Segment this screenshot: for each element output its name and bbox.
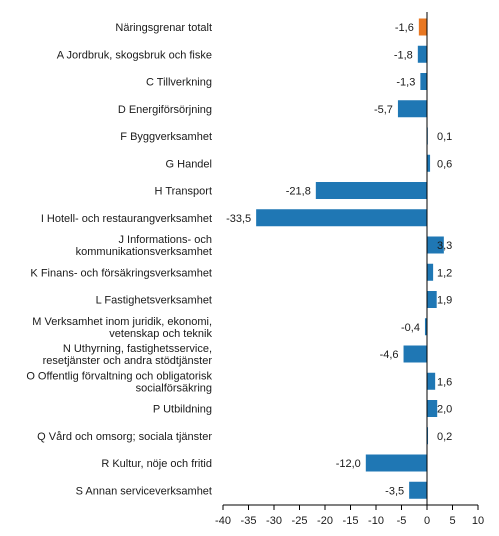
bars-group [256, 18, 444, 499]
value-label-6: -21,8 [286, 186, 311, 198]
category-label-line: Näringsgrenar totalt [115, 22, 212, 34]
category-label-line: kommunikationsverksamhet [76, 246, 212, 258]
category-label-9: K Finans- och försäkringsverksamhet [30, 267, 212, 279]
category-label-3: D Energiförsörjning [118, 104, 212, 116]
value-label-15: 0,2 [437, 431, 452, 443]
x-tick-label-6: -10 [368, 515, 384, 527]
category-label-line: S Annan serviceverksamhet [76, 485, 212, 497]
value-label-0: -1,6 [395, 22, 414, 34]
bar-0 [418, 18, 427, 36]
category-label-line: vetenskap och teknik [109, 328, 212, 340]
x-tick-label-8: 0 [424, 515, 430, 527]
category-labels: Näringsgrenar totalt A Jordbruk, skogsbru… [26, 22, 212, 497]
value-label-10: 1,9 [437, 295, 452, 307]
category-label-line: D Energiförsörjning [118, 104, 212, 116]
category-label-14: P Utbildning [153, 404, 212, 416]
category-label-line: G Handel [166, 158, 212, 170]
category-label-line: socialförsäkring [136, 382, 212, 394]
x-tick-label-7: -5 [397, 515, 407, 527]
bar-13 [427, 372, 436, 390]
value-label-11: -0,4 [401, 322, 420, 334]
bar-5 [427, 154, 431, 172]
bar-15 [427, 427, 429, 445]
category-label-7: I Hotell- och restaurangverksamhet [41, 213, 212, 225]
x-tick-label-5: -15 [343, 515, 359, 527]
bar-12 [403, 345, 427, 363]
bar-14 [427, 400, 438, 417]
value-label-5: 0,6 [437, 158, 452, 170]
x-tick-label-2: -30 [266, 515, 282, 527]
value-labels: -1,6 -1,8 -1,3 -5,7 0,1 0,6 -21,8 -33,5 3,3 1,2 1,… [226, 22, 452, 497]
category-label-line: K Finans- och försäkringsverksamhet [30, 267, 212, 279]
category-label-line: O Offentlig förvaltning och obligatorisk [26, 370, 212, 382]
value-label-12: -4,6 [380, 349, 399, 361]
category-label-line: F Byggverksamhet [120, 131, 212, 143]
x-axis-ticks: -40 -35 -30 -25 -20 -15 -10 -5 0 5 10 [215, 505, 484, 527]
value-label-4: 0,1 [437, 131, 452, 143]
category-label-line: P Utbildning [153, 404, 212, 416]
category-label-line: resetjänster och andra stödtjänster [43, 355, 213, 367]
category-label-line: J Informations- och [118, 234, 212, 246]
category-label-4: F Byggverksamhet [120, 131, 212, 143]
value-label-2: -1,3 [396, 77, 415, 89]
category-label-0: Näringsgrenar totalt [115, 22, 212, 34]
category-label-line: I Hotell- och restaurangverksamhet [41, 213, 212, 225]
value-label-8: 3,3 [437, 240, 452, 252]
value-label-17: -3,5 [385, 485, 404, 497]
category-label-12: N Uthyrning, fastighetsservice, resetjäns… [43, 343, 213, 367]
x-tick-label-10: 10 [472, 515, 484, 527]
category-label-1: A Jordbruk, skogsbruk och fiske [57, 49, 212, 61]
category-label-16: R Kultur, nöje och fritid [101, 458, 212, 470]
x-tick-label-4: -20 [317, 515, 333, 527]
category-label-line: Q Vård och omsorg; sociala tjänster [37, 431, 212, 443]
category-label-line: N Uthyrning, fastighetsservice, [63, 343, 212, 355]
value-label-7: -33,5 [226, 213, 251, 225]
category-label-13: O Offentlig förvaltning och obligatorisk… [26, 370, 212, 394]
category-label-8: J Informations- och kommunikationsverksam… [76, 234, 212, 258]
bar-7 [256, 209, 427, 227]
x-tick-label-0: -40 [215, 515, 231, 527]
bar-17 [409, 481, 427, 499]
category-label-line: C Tillverkning [146, 77, 212, 89]
bar-2 [420, 73, 427, 90]
category-label-5: G Handel [166, 158, 212, 170]
category-label-line: M Verksamhet inom juridik, ekonomi, [32, 316, 212, 328]
x-tick-label-1: -35 [241, 515, 257, 527]
value-label-14: 2,0 [437, 404, 452, 416]
bar-9 [427, 263, 434, 281]
bar-6 [315, 182, 427, 199]
value-label-3: -5,7 [374, 104, 393, 116]
category-label-6: H Transport [155, 186, 212, 198]
category-label-10: L Fastighetsverksamhet [96, 295, 212, 307]
category-label-line: R Kultur, nöje och fritid [101, 458, 212, 470]
value-label-16: -12,0 [336, 458, 361, 470]
x-tick-label-9: 5 [449, 515, 455, 527]
category-label-line: A Jordbruk, skogsbruk och fiske [57, 49, 212, 61]
bar-16 [365, 454, 427, 472]
bar-11 [424, 318, 427, 336]
category-label-line: H Transport [155, 186, 212, 198]
category-label-15: Q Vård och omsorg; sociala tjänster [37, 431, 212, 443]
x-tick-label-3: -25 [292, 515, 308, 527]
value-label-13: 1,6 [437, 376, 452, 388]
category-label-2: C Tillverkning [146, 77, 212, 89]
category-label-line: L Fastighetsverksamhet [96, 295, 212, 307]
category-label-17: S Annan serviceverksamhet [76, 485, 212, 497]
category-label-11: M Verksamhet inom juridik, ekonomi, veten… [32, 316, 212, 340]
bar-8 [427, 236, 444, 254]
value-label-9: 1,2 [437, 267, 452, 279]
value-label-1: -1,8 [394, 49, 413, 61]
bar-3 [397, 100, 427, 118]
bar-1 [417, 45, 427, 63]
bar-10 [427, 291, 437, 308]
